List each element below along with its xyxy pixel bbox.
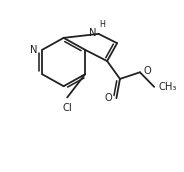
Text: H: H — [99, 20, 105, 29]
Text: Cl: Cl — [62, 103, 72, 113]
Text: N: N — [31, 45, 38, 55]
Text: O: O — [144, 66, 152, 76]
Text: O: O — [105, 93, 112, 103]
Text: CH₃: CH₃ — [158, 82, 177, 92]
Text: N: N — [89, 28, 96, 37]
